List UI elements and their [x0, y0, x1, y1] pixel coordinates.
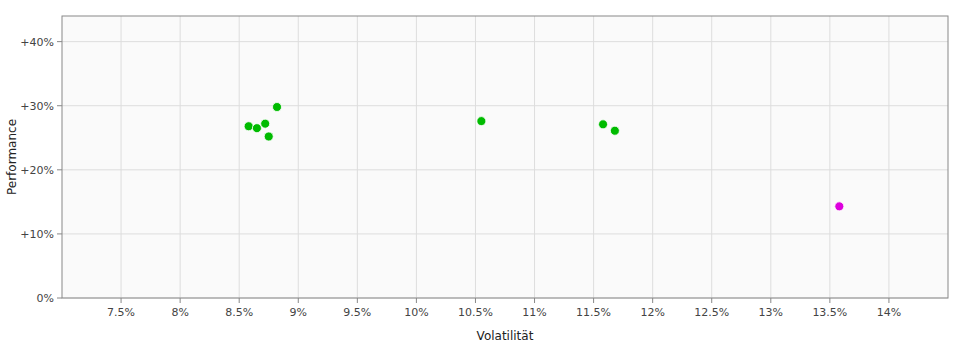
- grid-line-x: [534, 16, 535, 298]
- tick-label-x: 13.5%: [812, 306, 847, 319]
- tick-label-x: 13%: [759, 306, 783, 319]
- plot-frame: [62, 16, 948, 298]
- tick-label-x: 10.5%: [458, 306, 493, 319]
- tick-label-x: 11.5%: [576, 306, 611, 319]
- tick-label-x: 14%: [877, 306, 901, 319]
- tick-label-y: +40%: [20, 36, 54, 49]
- point: [244, 122, 253, 131]
- tick-y: [57, 298, 62, 299]
- grid-line-x: [239, 16, 240, 298]
- tick-label-x: 12%: [640, 306, 664, 319]
- tick-label-x: 11%: [522, 306, 546, 319]
- tick-x: [770, 298, 771, 303]
- tick-x: [534, 298, 535, 303]
- tick-label-x: 7.5%: [107, 306, 135, 319]
- tick-y: [57, 105, 62, 106]
- grid-line-x: [888, 16, 889, 298]
- y-axis-label: Performance: [5, 119, 19, 195]
- tick-x: [711, 298, 712, 303]
- grid: [62, 16, 948, 298]
- tick-y: [57, 41, 62, 42]
- tick-x: [121, 298, 122, 303]
- grid-line-x: [357, 16, 358, 298]
- point: [477, 117, 486, 126]
- tick-label-x: 10%: [404, 306, 428, 319]
- x-axis-label: Volatilität: [477, 329, 534, 343]
- grid-line-x: [829, 16, 830, 298]
- grid-line-x: [298, 16, 299, 298]
- chart: 7.5% 8% 8.5% 9% 9.5% 10% 10.5% 11% 11.5% 12% 12.5%…: [0, 0, 966, 350]
- grid-line-y: [62, 105, 948, 106]
- point: [835, 202, 844, 211]
- tick-y: [57, 233, 62, 234]
- tick-label-x: 8.5%: [225, 306, 253, 319]
- points: [244, 103, 844, 211]
- tick-label-x: 12.5%: [694, 306, 729, 319]
- tick-x: [357, 298, 358, 303]
- grid-line-x: [652, 16, 653, 298]
- tick-label-x: 8%: [171, 306, 188, 319]
- tick-x: [416, 298, 417, 303]
- tick-label-y: +10%: [20, 228, 54, 241]
- axes: 7.5% 8% 8.5% 9% 9.5% 10% 10.5% 11% 11.5% 12% 12.5%…: [20, 16, 948, 319]
- grid-line-x: [180, 16, 181, 298]
- point: [264, 132, 273, 141]
- point: [261, 119, 270, 128]
- grid-line-x: [711, 16, 712, 298]
- tick-x: [829, 298, 830, 303]
- grid-line-x: [416, 16, 417, 298]
- tick-label-y: 0%: [37, 292, 54, 305]
- grid-line-x: [475, 16, 476, 298]
- point: [252, 124, 261, 133]
- tick-x: [298, 298, 299, 303]
- tick-label-x: 9%: [290, 306, 307, 319]
- tick-label-x: 9.5%: [343, 306, 371, 319]
- grid-line-x: [121, 16, 122, 298]
- point: [273, 103, 282, 112]
- plot-area: [62, 16, 948, 298]
- point: [610, 126, 619, 135]
- tick-y: [57, 169, 62, 170]
- tick-x: [652, 298, 653, 303]
- tick-x: [180, 298, 181, 303]
- tick-x: [239, 298, 240, 303]
- point: [599, 120, 608, 129]
- grid-line-y: [62, 169, 948, 170]
- tick-label-y: +20%: [20, 164, 54, 177]
- grid-line-y: [62, 41, 948, 42]
- tick-x: [475, 298, 476, 303]
- tick-x: [888, 298, 889, 303]
- tick-x: [593, 298, 594, 303]
- grid-line-x: [770, 16, 771, 298]
- grid-line-y: [62, 233, 948, 234]
- series: [835, 202, 844, 211]
- series: [244, 103, 619, 141]
- tick-label-y: +30%: [20, 100, 54, 113]
- grid-line-x: [593, 16, 594, 298]
